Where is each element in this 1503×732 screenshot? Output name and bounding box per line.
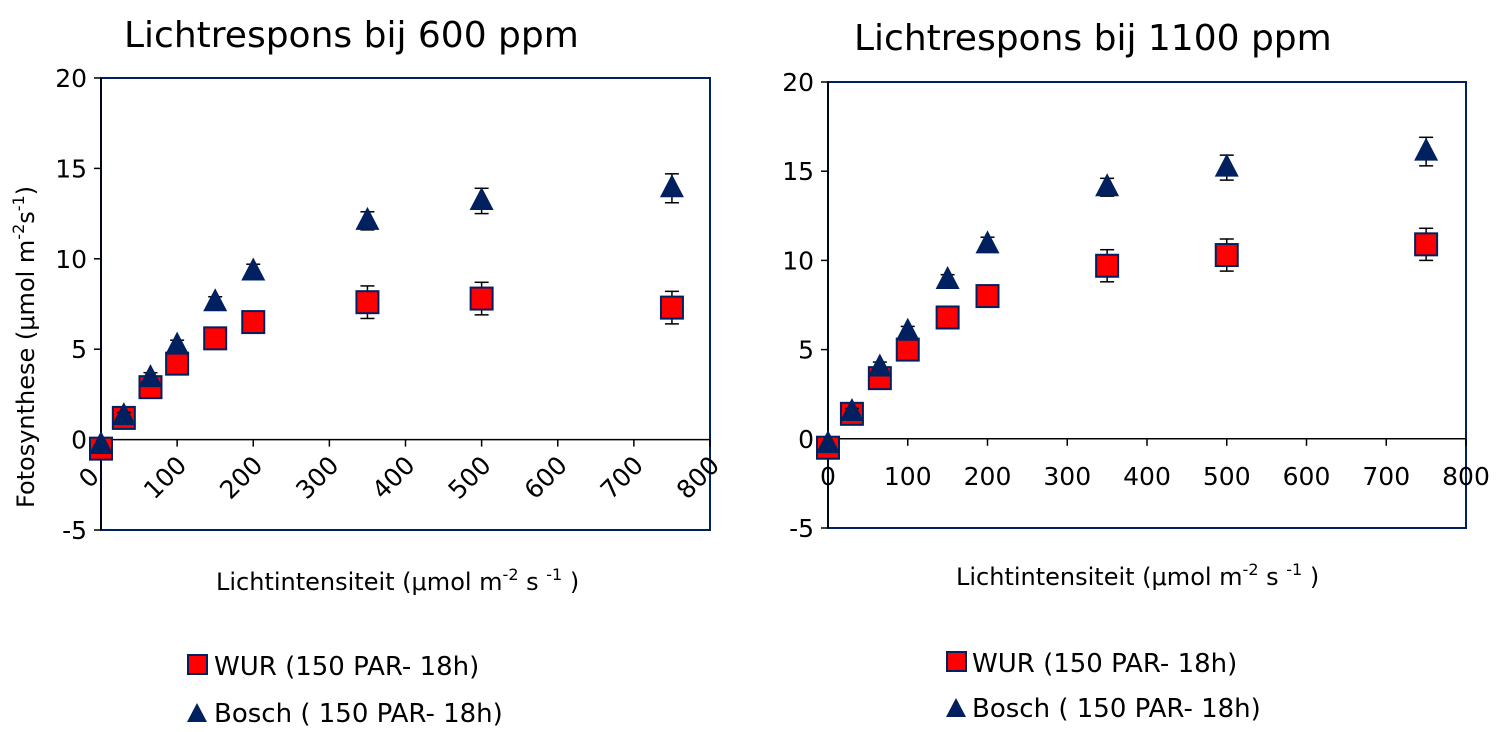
bosch-point — [241, 257, 266, 281]
x-tick-label: 300 — [1043, 462, 1091, 491]
y-tick-label: 15 — [55, 154, 87, 183]
wur-point — [203, 326, 228, 351]
bosch-point — [816, 430, 840, 454]
bosch-point — [89, 431, 113, 455]
x-tick-label: 800 — [1442, 462, 1490, 491]
bosch-point — [867, 353, 892, 377]
x-tick-label: 0 — [820, 462, 836, 491]
wur-point — [659, 295, 684, 320]
y-tick-label: 20 — [782, 68, 814, 97]
x-tick-label: 200 — [964, 462, 1012, 491]
y-axis-label: Fotosynthese (μmol m-2s-1) — [9, 186, 40, 508]
x-tick-label: 700 — [1362, 462, 1410, 491]
bosch-point — [203, 288, 228, 312]
legend-square-marker — [946, 651, 967, 672]
legend-square-marker — [187, 654, 208, 675]
y-tick-label: 0 — [798, 425, 814, 454]
legend: WUR (150 PAR- 18h) Bosch ( 150 PAR- 18h) — [187, 652, 503, 729]
y-tick-label: 20 — [55, 64, 87, 93]
y-tick-label: -5 — [789, 514, 814, 543]
legend: WUR (150 PAR- 18h) Bosch ( 150 PAR- 18h) — [946, 649, 1261, 724]
wur-point — [935, 305, 960, 330]
bosch-point — [839, 398, 864, 422]
y-tick-label: 5 — [798, 336, 814, 365]
wur-point — [165, 351, 190, 376]
wur-point — [895, 337, 920, 362]
x-tick-label: 800 — [671, 450, 725, 504]
x-tick-label: 200 — [214, 450, 268, 504]
y-tick-label: 5 — [71, 335, 87, 364]
x-axis-label: Lichtintensiteit (μmol m-2 s -1 ) — [216, 565, 579, 596]
wur-point — [1414, 232, 1439, 257]
wur-point — [355, 290, 380, 315]
bosch-point — [111, 402, 136, 426]
chart-title: Lichtrespons bij 600 ppm — [124, 15, 579, 56]
y-tick-label: 0 — [71, 426, 87, 455]
legend-label-wur: WUR (150 PAR- 18h) — [214, 652, 479, 682]
chart-title: Lichtrespons bij 1100 ppm — [854, 18, 1332, 59]
legend-label-bosch: Bosch ( 150 PAR- 18h) — [214, 699, 503, 729]
y-tick-label: -5 — [62, 516, 87, 545]
x-tick-label: 500 — [442, 450, 496, 504]
y-tick-label: 10 — [782, 246, 814, 275]
wur-point — [1214, 243, 1239, 268]
x-tick-label: 600 — [519, 450, 573, 504]
x-axis-label: Lichtintensiteit (μmol m-2 s -1 ) — [956, 560, 1319, 591]
bosch-point — [975, 230, 1000, 254]
x-tick-label: 600 — [1283, 462, 1331, 491]
wur-point — [975, 284, 1000, 309]
bosch-point — [1214, 153, 1239, 177]
bosch-point — [659, 174, 684, 198]
y-tick-label: 10 — [55, 245, 87, 274]
x-tick-label: 100 — [884, 462, 932, 491]
x-tick-label: 700 — [595, 450, 649, 504]
x-tick-label: 300 — [290, 450, 344, 504]
bosch-point — [935, 266, 960, 290]
x-tick-label: 100 — [138, 450, 192, 504]
wur-point — [1095, 253, 1120, 278]
bosch-point — [165, 331, 190, 355]
legend-label-wur: WUR (150 PAR- 18h) — [972, 649, 1237, 679]
x-tick-label: 500 — [1203, 462, 1251, 491]
wur-point — [241, 310, 266, 335]
legend-label-bosch: Bosch ( 150 PAR- 18h) — [972, 694, 1261, 724]
bosch-point — [469, 186, 494, 210]
y-tick-label: 15 — [782, 157, 814, 186]
legend-triangle-marker — [187, 703, 207, 722]
x-tick-label: 400 — [1123, 462, 1171, 491]
bosch-point — [355, 206, 380, 230]
x-tick-label: 400 — [366, 450, 420, 504]
bosch-point — [138, 364, 163, 388]
legend-triangle-marker — [946, 698, 966, 717]
chart-light-response-600ppm: Lichtrespons bij 600 ppm -5 0 5 10 15 200 100 2… — [9, 15, 725, 729]
bosch-point — [895, 317, 920, 341]
bosch-point — [1095, 173, 1120, 197]
wur-point — [469, 286, 494, 311]
bosch-point — [1414, 137, 1439, 161]
